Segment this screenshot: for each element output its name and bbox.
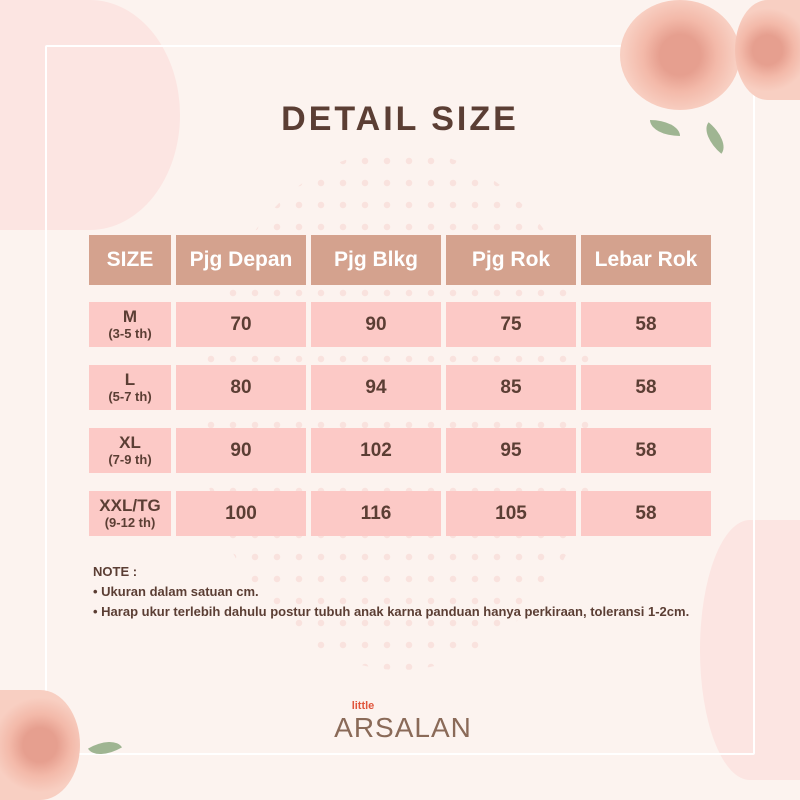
rose-decoration [0, 690, 80, 800]
size-cell: L (5-7 th) [89, 365, 171, 410]
measurement-cell: 58 [581, 302, 711, 347]
measurement-cell: 58 [581, 365, 711, 410]
size-label: XL [119, 433, 141, 452]
age-range: (5-7 th) [108, 389, 152, 404]
age-range: (9-12 th) [104, 515, 156, 530]
column-header: Lebar Rok [581, 235, 711, 285]
measurement-cell: 90 [176, 428, 306, 473]
measurement-cell: 102 [311, 428, 441, 473]
background-petal [0, 0, 180, 230]
size-cell: XXL/TG (9-12 th) [89, 491, 171, 536]
size-label: L [124, 370, 136, 389]
measurement-cell: 94 [311, 365, 441, 410]
measurement-cell: 116 [311, 491, 441, 536]
measurement-cell: 58 [581, 491, 711, 536]
measurement-cell: 85 [446, 365, 576, 410]
brand-logo: little ARSALAN [333, 700, 473, 743]
size-label: XXL/TG [99, 496, 161, 515]
measurement-cell: 90 [311, 302, 441, 347]
measurement-cell: 95 [446, 428, 576, 473]
rose-decoration [620, 0, 740, 110]
size-cell: M (3-5 th) [89, 302, 171, 347]
age-range: (3-5 th) [108, 326, 152, 341]
note-label: NOTE : [93, 564, 138, 579]
measurement-cell: 75 [446, 302, 576, 347]
page-title: DETAIL SIZE [281, 100, 519, 138]
column-header: SIZE [89, 235, 171, 285]
age-range: (7-9 th) [108, 452, 152, 467]
measurement-cell: 105 [446, 491, 576, 536]
measurement-cell: 100 [176, 491, 306, 536]
measurement-cell: 70 [176, 302, 306, 347]
logo-main-text: ARSALAN [334, 712, 472, 743]
note-line: • Harap ukur terlebih dahulu postur tubu… [93, 604, 690, 619]
note-line: • Ukuran dalam satuan cm. [93, 584, 259, 599]
size-cell: XL (7-9 th) [89, 428, 171, 473]
measurement-cell: 80 [176, 365, 306, 410]
column-header: Pjg Rok [446, 235, 576, 285]
column-header: Pjg Depan [176, 235, 306, 285]
column-header: Pjg Blkg [311, 235, 441, 285]
measurement-cell: 58 [581, 428, 711, 473]
background-petal [700, 520, 800, 780]
logo-small-text: little [351, 700, 375, 712]
frame [45, 45, 755, 755]
rose-decoration [735, 0, 800, 100]
size-label: M [122, 307, 138, 326]
note: NOTE : • Ukuran dalam satuan cm. • Harap… [93, 562, 733, 622]
